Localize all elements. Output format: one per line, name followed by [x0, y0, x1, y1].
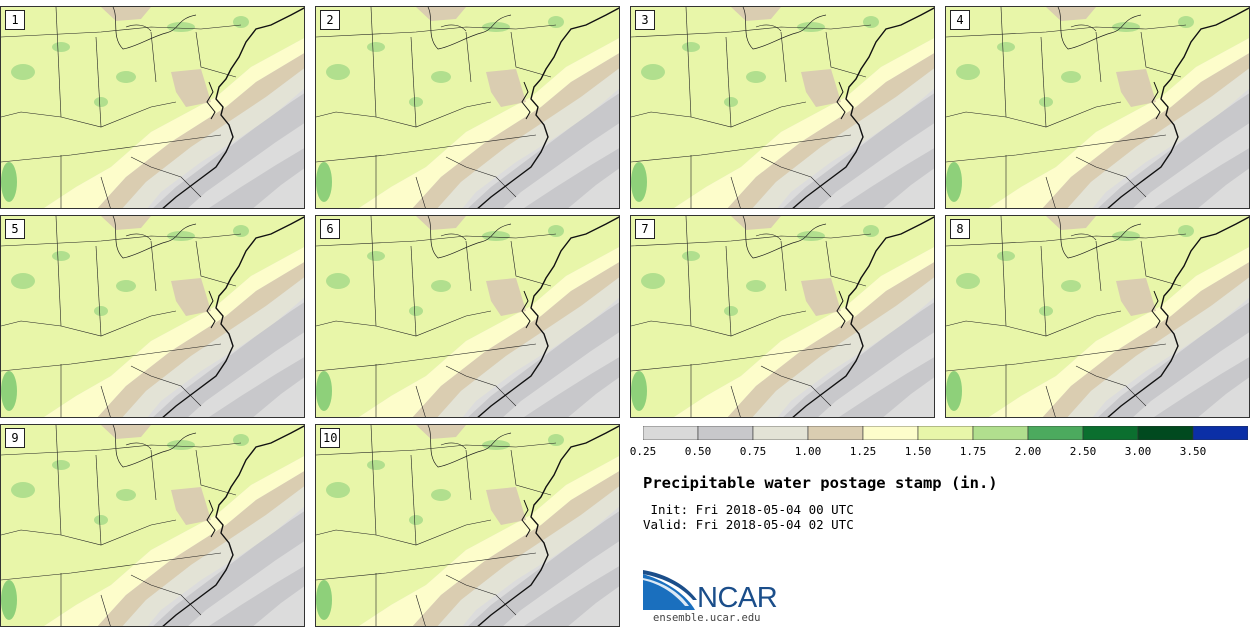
site-url: ensemble.ucar.edu [653, 612, 761, 624]
legend-swatch [1137, 426, 1194, 440]
ncar-logo-text: NCAR [697, 582, 778, 614]
legend-tick-label: 1.75 [959, 445, 987, 458]
ncar-logo-icon [643, 570, 697, 610]
legend-tick-label: 1.00 [794, 445, 822, 458]
legend-tick-label: 1.50 [904, 445, 932, 458]
legend-swatch [917, 426, 974, 440]
legend-swatch [972, 426, 1029, 440]
init-time: Init: Fri 2018-05-04 00 UTC [643, 502, 854, 517]
legend-swatch [1192, 426, 1248, 440]
legend-swatch [862, 426, 919, 440]
color-legend-bar [643, 426, 1248, 440]
valid-time: Valid: Fri 2018-05-04 02 UTC [643, 517, 854, 532]
map-panel-10: 10 [315, 424, 620, 627]
panel-number: 4 [950, 10, 970, 30]
legend-tick-label: 1.25 [849, 445, 877, 458]
legend-tick-label: 2.50 [1069, 445, 1097, 458]
map-panel-1: 1 [0, 6, 305, 209]
map-panel-3: 3 [630, 6, 935, 209]
panel-number: 10 [320, 428, 341, 448]
legend-swatch [1027, 426, 1084, 440]
legend-tick-label: 2.00 [1014, 445, 1042, 458]
chart-title: Precipitable water postage stamp (in.) [643, 474, 998, 492]
map-panel-2: 2 [315, 6, 620, 209]
map-panel-7: 7 [630, 215, 935, 418]
map-panel-4: 4 [945, 6, 1250, 209]
legend-swatch [697, 426, 754, 440]
legend-swatch [807, 426, 864, 440]
map-panel-5: 5 [0, 215, 305, 418]
panel-number: 5 [5, 219, 25, 239]
panel-number: 8 [950, 219, 970, 239]
map-panel-6: 6 [315, 215, 620, 418]
legend-swatch [752, 426, 809, 440]
legend-swatch [1082, 426, 1139, 440]
panel-number: 9 [5, 428, 25, 448]
panel-number: 7 [635, 219, 655, 239]
legend-tick-label: 3.00 [1124, 445, 1152, 458]
legend-tick-label: 0.25 [629, 445, 657, 458]
legend-tick-label: 0.50 [684, 445, 712, 458]
map-panel-9: 9 [0, 424, 305, 627]
legend-tick-label: 0.75 [739, 445, 767, 458]
panel-number: 2 [320, 10, 340, 30]
legend-tick-label: 3.50 [1179, 445, 1207, 458]
panel-number: 6 [320, 219, 340, 239]
legend-swatch [643, 426, 699, 440]
panel-number: 1 [5, 10, 25, 30]
panel-number: 3 [635, 10, 655, 30]
map-panel-8: 8 [945, 215, 1250, 418]
